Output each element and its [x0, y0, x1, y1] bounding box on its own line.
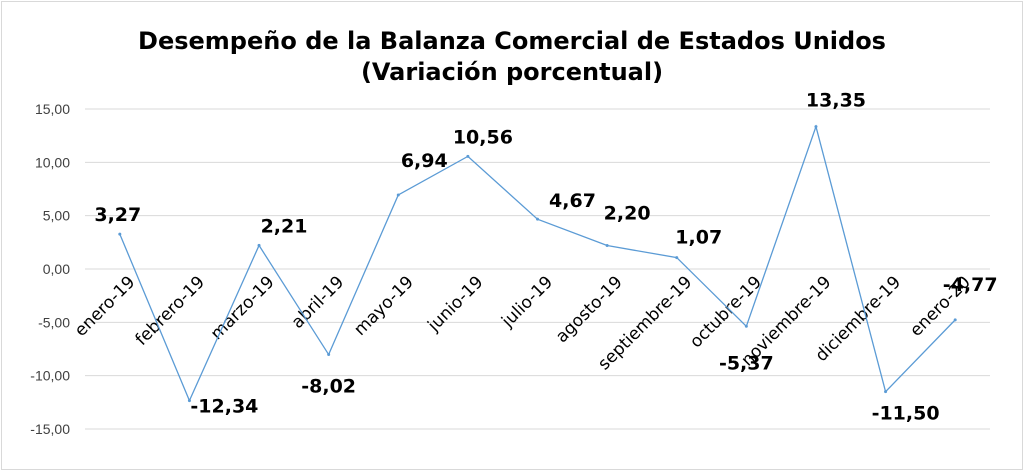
- data-label: 6,94: [401, 150, 448, 172]
- y-tick-label: -5,00: [38, 314, 70, 330]
- x-tick-label: enero-19: [71, 272, 139, 340]
- x-tick-label: junio-19: [423, 272, 487, 336]
- data-label: 10,56: [453, 126, 513, 148]
- data-label: 13,35: [806, 90, 866, 112]
- x-tick-label: febrero-19: [132, 272, 209, 349]
- data-point: [396, 193, 400, 197]
- data-label: -4,77: [943, 274, 998, 296]
- data-point: [744, 324, 748, 328]
- gridlines: [85, 108, 990, 430]
- data-label: 2,21: [261, 215, 308, 237]
- x-tick-label: agosto-19: [552, 272, 627, 347]
- x-tick-label: abril-19: [288, 272, 348, 332]
- data-label: 2,20: [604, 203, 651, 225]
- data-point: [884, 390, 888, 394]
- chart-title: Desempeño de la Balanza Comercial de Est…: [138, 27, 886, 55]
- data-point: [118, 232, 122, 236]
- data-label: -11,50: [872, 403, 940, 425]
- chart-subtitle: (Variación porcentual): [361, 58, 663, 86]
- data-label: 4,67: [549, 190, 596, 212]
- data-label: -5,37: [719, 352, 774, 374]
- data-label: -12,34: [190, 396, 258, 418]
- x-tick-label: julio-19: [497, 272, 557, 332]
- y-tick-label: 15,00: [35, 101, 70, 117]
- data-point: [953, 318, 957, 322]
- series-line: [118, 124, 957, 403]
- y-tick-label: 5,00: [43, 208, 70, 224]
- y-tick-label: 10,00: [35, 154, 70, 170]
- data-label: 1,07: [675, 227, 722, 249]
- y-tick-label: -15,00: [30, 421, 70, 437]
- data-point: [187, 399, 191, 403]
- y-axis: -15,00 -10,00 -5,00 0,00 5,00 10,00 15,00: [30, 101, 70, 437]
- y-tick-label: -10,00: [30, 368, 70, 384]
- data-point: [536, 217, 539, 221]
- data-point: [814, 125, 818, 129]
- data-point: [466, 154, 470, 158]
- data-point: [675, 256, 679, 260]
- data-point: [605, 244, 609, 248]
- y-tick-label: 0,00: [43, 261, 70, 277]
- data-point: [327, 353, 331, 357]
- data-point: [257, 243, 261, 247]
- data-label: 3,27: [94, 204, 141, 226]
- data-label: -8,02: [301, 376, 356, 398]
